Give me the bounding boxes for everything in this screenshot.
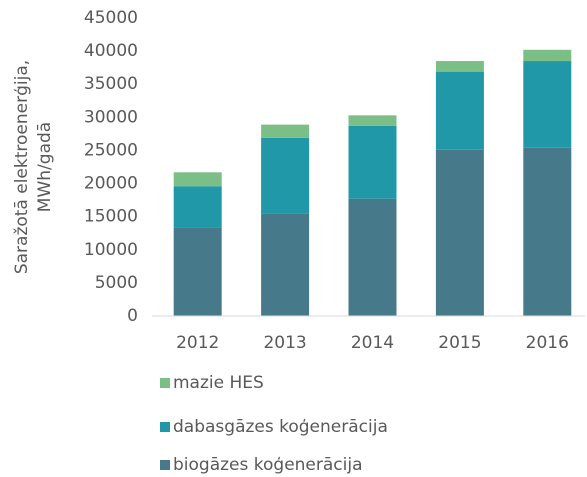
bar-segment [435,71,484,150]
legend-label: mazie HES [173,373,264,393]
bar-segment [348,125,397,199]
bar-segment [348,198,397,316]
bar-segment [261,213,310,316]
legend-label: biogāzes koģenerācija [173,455,363,475]
x-tick-label: 2015 [438,333,481,353]
y-axis-title-line: MWh/gadā [35,122,55,212]
y-tick-label: 10000 [84,240,138,260]
bar-segment [173,227,222,316]
y-tick-label: 0 [127,306,138,326]
y-axis-title: Saražotā elektroenerģija, MWh/gadā [12,60,55,274]
y-axis-title-line: Saražotā elektroenerģija, [12,60,32,274]
y-tick-label: 25000 [84,140,138,160]
bar-segment [523,61,572,148]
y-tick-label: 35000 [84,74,138,94]
y-tick-label: 30000 [84,107,138,127]
legend-swatch [160,378,170,388]
bar-segment [435,149,484,316]
bar-segment [261,124,310,138]
x-tick-label: 2013 [263,333,306,353]
legend-swatch [160,422,170,432]
x-tick-label: 2014 [351,333,394,353]
x-tick-label: 2012 [176,333,219,353]
bar-segment [261,137,310,214]
bar-segment [523,49,572,62]
y-tick-label: 20000 [84,174,138,194]
x-tick-label: 2016 [526,333,569,353]
bar-segment [435,61,484,72]
legend-swatch [160,460,170,470]
y-tick-label: 40000 [84,41,138,61]
y-tick-label: 45000 [84,8,138,28]
legend-label: dabasgāzes koģenerācija [173,417,388,437]
y-tick-label: 15000 [84,207,138,227]
bar-segment [173,186,222,228]
bar-segment [348,115,397,126]
bar-segment [173,172,222,187]
y-tick-label: 5000 [95,273,138,293]
bar-segment [523,147,572,316]
